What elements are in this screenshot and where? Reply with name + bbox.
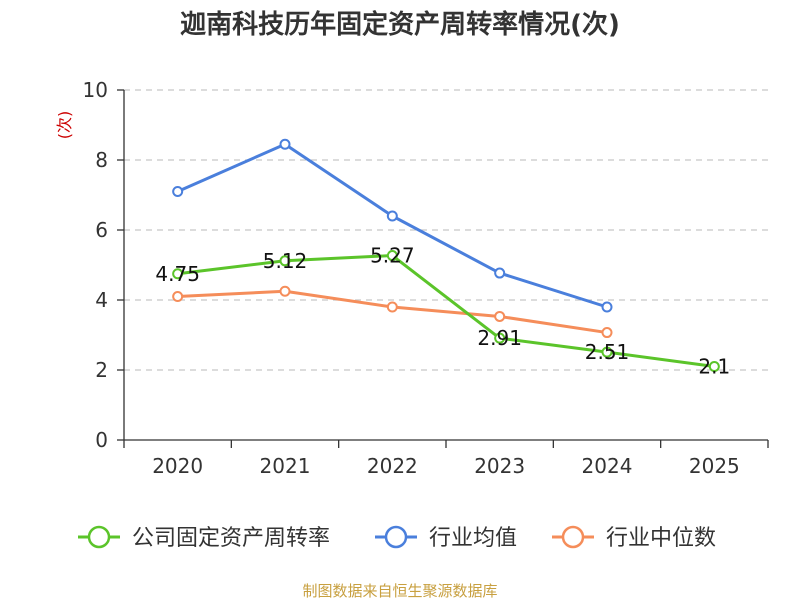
data-label: 5.12: [263, 249, 308, 273]
series-line: [177, 254, 715, 368]
legend-label[interactable]: 行业均值: [429, 526, 517, 551]
data-point[interactable]: [386, 210, 398, 222]
y-tick-label: 0: [95, 428, 108, 452]
data-point[interactable]: [279, 285, 291, 297]
data-point[interactable]: [494, 267, 506, 279]
data-labels: 4.75 5.12 5.27 2.91 2.51 2.1: [155, 244, 730, 379]
chart-title: 迦南科技历年固定资产周转率情况(次): [180, 9, 620, 40]
data-point[interactable]: [708, 361, 720, 372]
legend-marker: [384, 525, 408, 549]
legend-label[interactable]: 公司固定资产周转率: [132, 526, 330, 551]
data-label: 5.27: [370, 244, 415, 268]
data-point[interactable]: [601, 346, 613, 358]
series-line: [177, 142, 608, 309]
data-point[interactable]: [386, 301, 398, 313]
x-tick-label: 2021: [260, 454, 311, 478]
data-point[interactable]: [279, 138, 291, 150]
y-tick-label: 8: [95, 148, 108, 172]
data-point[interactable]: [279, 255, 291, 267]
data-label: 2.91: [477, 326, 522, 350]
axes: 0 2 4 6 8 10 2020 2021 2022 2023 2024 2025: [83, 78, 769, 478]
data-point[interactable]: [172, 186, 184, 197]
x-tick-label: 2023: [474, 454, 525, 478]
legend-marker: [561, 525, 585, 549]
data-label: 4.75: [155, 262, 200, 286]
data-point[interactable]: [386, 250, 398, 262]
y-axis-label: (次): [55, 111, 74, 140]
y-tick-label: 10: [83, 78, 108, 102]
x-tick-label: 2020: [152, 454, 203, 478]
data-point[interactable]: [494, 332, 506, 344]
series-layer: [172, 138, 720, 372]
data-label: 2.1: [698, 355, 730, 379]
source-note: 制图数据来自恒生聚源数据库: [302, 582, 497, 600]
legend-label[interactable]: 行业中位数: [606, 526, 716, 551]
data-point[interactable]: [172, 291, 184, 302]
y-tick-label: 4: [95, 288, 108, 312]
data-label: 2.51: [585, 340, 630, 364]
x-tick-label: 2025: [689, 454, 740, 478]
y-tick-label: 6: [95, 218, 108, 242]
legend-marker: [87, 525, 111, 549]
legend[interactable]: 公司固定资产周转率 行业均值 行业中位数: [78, 525, 716, 551]
x-tick-label: 2024: [582, 454, 633, 478]
y-tick-label: 2: [95, 358, 108, 382]
data-point[interactable]: [601, 301, 613, 313]
x-tick-label: 2022: [367, 454, 418, 478]
data-point[interactable]: [601, 327, 613, 339]
grid: [124, 89, 768, 371]
data-point[interactable]: [494, 310, 506, 322]
data-point[interactable]: [172, 268, 184, 280]
